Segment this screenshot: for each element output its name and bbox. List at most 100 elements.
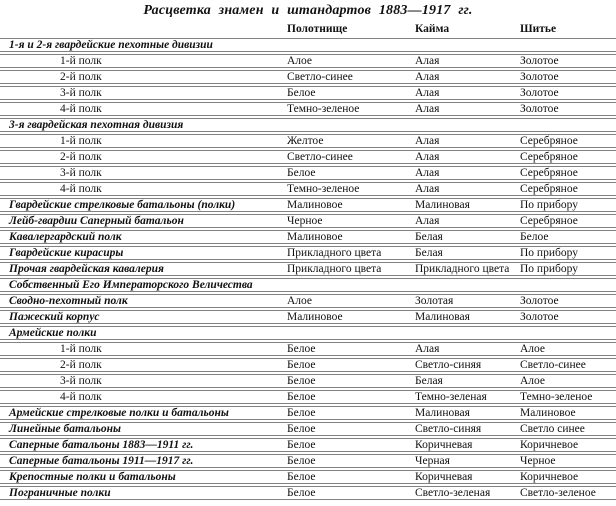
- table-row: Гвардейские кирасиры Прикладного цвета Бел…: [0, 246, 616, 260]
- embroidery-value: Золотое: [520, 54, 616, 68]
- border-value: Алая: [415, 166, 520, 180]
- document-title: Расцветка знамен и штандартов 1883—1917 …: [143, 3, 473, 18]
- table-row: Армейские стрелковые полки и батальоны Бе…: [0, 406, 616, 420]
- cloth-value: Малиновое: [287, 230, 415, 244]
- table-row: 3-й полк Белое Алая Золотое: [0, 86, 616, 100]
- border-value: Малиновая: [415, 406, 520, 420]
- embroidery-value: Серебряное: [520, 134, 616, 148]
- cloth-value: Алое: [287, 54, 415, 68]
- row-label: 3-й полк: [0, 86, 287, 100]
- border-value: Алая: [415, 54, 520, 68]
- embroidery-value: По прибору: [520, 246, 616, 260]
- border-value: Черная: [415, 454, 520, 468]
- border-value: Коричневая: [415, 438, 520, 452]
- table-row: Саперные батальоны 1911—1917 гг. Белое Чер…: [0, 454, 616, 468]
- table-body: 1-я и 2-я гвардейские пехотные дивизии 1-…: [0, 38, 616, 500]
- cloth-value: Белое: [287, 86, 415, 100]
- table-row: Кавалергардский полк Малиновое Белая Белое: [0, 230, 616, 244]
- cloth-value: Белое: [287, 470, 415, 484]
- row-label: Саперные батальоны 1911—1917 гг.: [0, 454, 287, 468]
- column-header-embroidery: Шитье: [520, 23, 557, 35]
- embroidery-value: Светло синее: [520, 422, 616, 436]
- embroidery-value: Золотое: [520, 294, 616, 308]
- embroidery-value: Золотое: [520, 70, 616, 84]
- border-value: Алая: [415, 70, 520, 84]
- cloth-value: Темно-зеленое: [287, 102, 415, 116]
- column-header-cloth: Полотнище: [287, 23, 348, 35]
- embroidery-value: Светло-зеленое: [520, 486, 616, 500]
- border-value: Алая: [415, 342, 520, 356]
- cloth-value: Белое: [287, 486, 415, 500]
- row-label: 2-й полк: [0, 150, 287, 164]
- row-label: 3-й полк: [0, 166, 287, 180]
- table-row: Лейб-гвардии Саперный батальон Черное Алая…: [0, 214, 616, 228]
- cloth-value: Темно-зеленое: [287, 182, 415, 196]
- cloth-value: Малиновое: [287, 198, 415, 212]
- row-label: 1-й полк: [0, 342, 287, 356]
- table-row: 4-й полк Темно-зеленое Алая Золотое: [0, 102, 616, 116]
- cloth-value: Прикладного цвета: [287, 262, 415, 276]
- cloth-value: Белое: [287, 438, 415, 452]
- row-label: Саперные батальоны 1883—1911 гг.: [0, 438, 287, 452]
- border-value: Золотая: [415, 294, 520, 308]
- flag-colors-table: Полотнище Кайма Шитье 1-я и 2-я гвардейс…: [0, 20, 616, 502]
- row-label: Армейские стрелковые полки и батальоны: [0, 406, 287, 420]
- border-value: Алая: [415, 150, 520, 164]
- section-row: Армейские полки: [0, 326, 616, 340]
- border-value: Белая: [415, 230, 520, 244]
- cloth-value: Желтое: [287, 134, 415, 148]
- row-label: 4-й полк: [0, 102, 287, 116]
- table-row: Крепостные полки и батальоны Белое Коричне…: [0, 470, 616, 484]
- table-row: 1-й полк Алое Алая Золотое: [0, 54, 616, 68]
- table-row: 1-й полк Желтое Алая Серебряное: [0, 134, 616, 148]
- row-label: 2-й полк: [0, 358, 287, 372]
- embroidery-value: Коричневое: [520, 470, 616, 484]
- border-value: Светло-синяя: [415, 422, 520, 436]
- table-row: 1-й полк Белое Алая Алое: [0, 342, 616, 356]
- table-row: Гвардейские стрелковые батальоны (полки)…: [0, 198, 616, 212]
- row-label: Пажеский корпус: [0, 310, 287, 324]
- embroidery-value: По прибору: [520, 198, 616, 212]
- embroidery-value: Черное: [520, 454, 616, 468]
- section-label: 1-я и 2-я гвардейские пехотные дивизии: [0, 38, 616, 52]
- cloth-value: Светло-синее: [287, 150, 415, 164]
- table-row: Саперные батальоны 1883—1911 гг. Белое Кор…: [0, 438, 616, 452]
- column-header-border: Кайма: [415, 23, 450, 35]
- table-row: 4-й полк Белое Темно-зеленая Темно-зеленое: [0, 390, 616, 404]
- embroidery-value: По прибору: [520, 262, 616, 276]
- embroidery-value: Серебряное: [520, 150, 616, 164]
- table-row: Линейные батальоны Белое Светло-синяя Светл…: [0, 422, 616, 436]
- border-value: Прикладного цвета: [415, 262, 520, 276]
- row-label: Кавалергардский полк: [0, 230, 287, 244]
- border-value: Малиновая: [415, 198, 520, 212]
- table-row: Сводно-пехотный полк Алое Золотая Золотое: [0, 294, 616, 308]
- border-value: Коричневая: [415, 470, 520, 484]
- embroidery-value: Серебряное: [520, 166, 616, 180]
- embroidery-value: Малиновое: [520, 406, 616, 420]
- embroidery-value: Темно-зеленое: [520, 390, 616, 404]
- cloth-value: Светло-синее: [287, 70, 415, 84]
- row-label: Пограничные полки: [0, 486, 287, 500]
- border-value: Светло-зеленая: [415, 486, 520, 500]
- table-row: 4-й полк Темно-зеленое Алая Серебряное: [0, 182, 616, 196]
- border-value: Алая: [415, 214, 520, 228]
- embroidery-value: Серебряное: [520, 214, 616, 228]
- cloth-value: Малиновое: [287, 310, 415, 324]
- table-header-row: Полотнище Кайма Шитье: [0, 22, 616, 36]
- cloth-value: Белое: [287, 342, 415, 356]
- border-value: Светло-синяя: [415, 358, 520, 372]
- cloth-value: Белое: [287, 358, 415, 372]
- table-row: Пажеский корпус Малиновое Малиновая Золотое: [0, 310, 616, 324]
- row-label: 1-й полк: [0, 134, 287, 148]
- border-value: Белая: [415, 246, 520, 260]
- row-label: 3-й полк: [0, 374, 287, 388]
- section-row: 1-я и 2-я гвардейские пехотные дивизии: [0, 38, 616, 52]
- border-value: Алая: [415, 86, 520, 100]
- section-label: 3-я гвардейская пехотная дивизия: [0, 118, 616, 132]
- row-label: Лейб-гвардии Саперный батальон: [0, 214, 287, 228]
- row-label: 1-й полк: [0, 54, 287, 68]
- cloth-value: Черное: [287, 214, 415, 228]
- embroidery-value: Алое: [520, 374, 616, 388]
- cloth-value: Белое: [287, 454, 415, 468]
